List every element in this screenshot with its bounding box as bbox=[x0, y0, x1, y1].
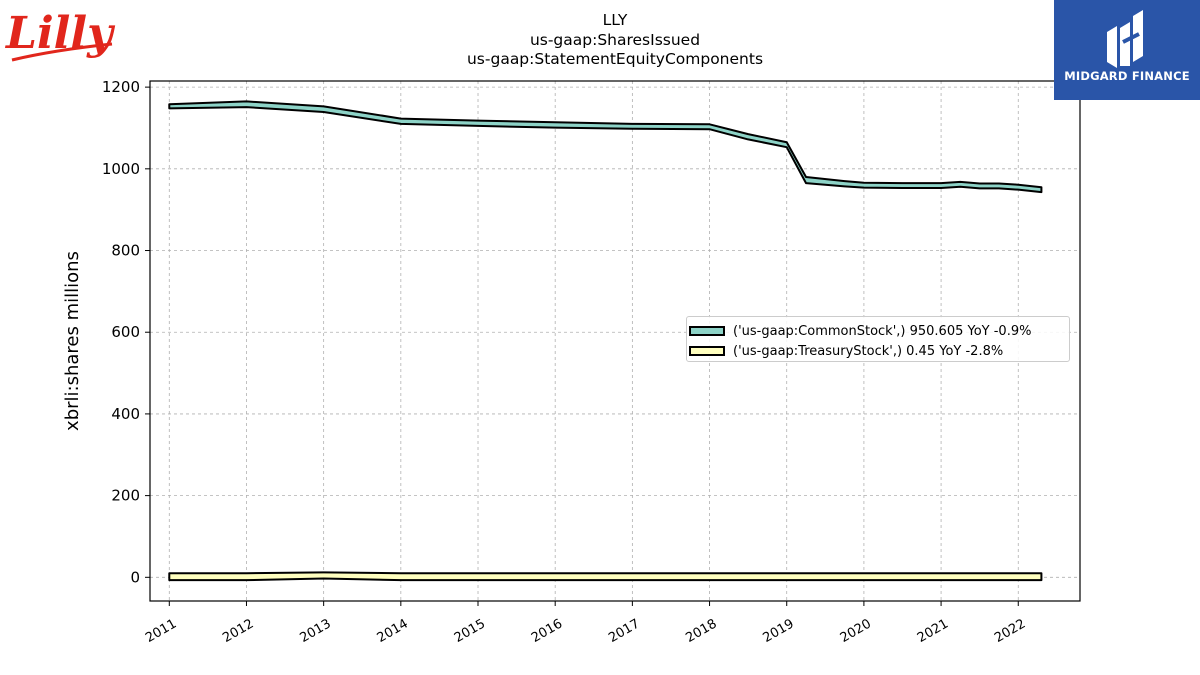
legend-label-treasury-stock: ('us-gaap:TreasuryStock',) 0.45 YoY -2.8… bbox=[733, 343, 1004, 359]
midgard-finance-logo-icon bbox=[1107, 10, 1143, 68]
legend-swatch-treasury-stock bbox=[689, 346, 725, 356]
x-tick-label: 2014 bbox=[375, 616, 411, 646]
x-tick-label: 2018 bbox=[683, 616, 719, 646]
y-tick-label: 400 bbox=[111, 405, 140, 423]
midgard-finance-badge: MIDGARD FINANCE bbox=[1054, 0, 1200, 100]
chart-title-statement: us-gaap:StatementEquityComponents bbox=[466, 50, 764, 68]
y-tick-label: 1200 bbox=[102, 78, 140, 96]
x-tick-label: 2012 bbox=[220, 616, 256, 646]
x-tick-label: 2017 bbox=[606, 616, 642, 646]
x-tick-label: 2021 bbox=[915, 616, 951, 646]
series-common-stock-band bbox=[168, 100, 1043, 194]
x-tick-label: 2015 bbox=[452, 616, 488, 646]
x-tick-label: 2013 bbox=[297, 616, 333, 646]
y-tick-label: 0 bbox=[130, 568, 140, 586]
chart-title-concept: us-gaap:SharesIssued bbox=[529, 30, 701, 49]
y-tick-label: 200 bbox=[111, 487, 140, 505]
y-axis-label: xbrli:shares millions bbox=[62, 251, 83, 431]
y-tick-label: 1000 bbox=[102, 160, 140, 178]
legend: ('us-gaap:CommonStock',) 950.605 YoY -0.… bbox=[686, 316, 1070, 362]
legend-label-common-stock: ('us-gaap:CommonStock',) 950.605 YoY -0.… bbox=[733, 323, 1032, 339]
y-tick-label: 800 bbox=[111, 242, 140, 260]
x-tick-label: 2019 bbox=[761, 616, 797, 646]
legend-item-treasury-stock: ('us-gaap:TreasuryStock',) 0.45 YoY -2.8… bbox=[689, 341, 1069, 361]
partner-name: MIDGARD FINANCE bbox=[1064, 69, 1190, 83]
x-tick-label: 2022 bbox=[992, 616, 1028, 646]
series-treasury-stock-band bbox=[168, 571, 1043, 582]
x-tick-label: 2020 bbox=[838, 616, 874, 646]
legend-item-common-stock: ('us-gaap:CommonStock',) 950.605 YoY -0.… bbox=[689, 321, 1069, 341]
legend-swatch-common-stock bbox=[689, 326, 725, 336]
x-tick-label: 2011 bbox=[143, 616, 179, 646]
plot-frame bbox=[149, 80, 1081, 602]
x-tick-label: 2016 bbox=[529, 616, 565, 646]
y-tick-label: 600 bbox=[111, 323, 140, 341]
chart-title: LLY us-gaap:SharesIssued us-gaap:Stateme… bbox=[415, 11, 815, 70]
lilly-logo: Lilly bbox=[4, 8, 116, 62]
chart-title-ticker: LLY bbox=[602, 11, 628, 29]
